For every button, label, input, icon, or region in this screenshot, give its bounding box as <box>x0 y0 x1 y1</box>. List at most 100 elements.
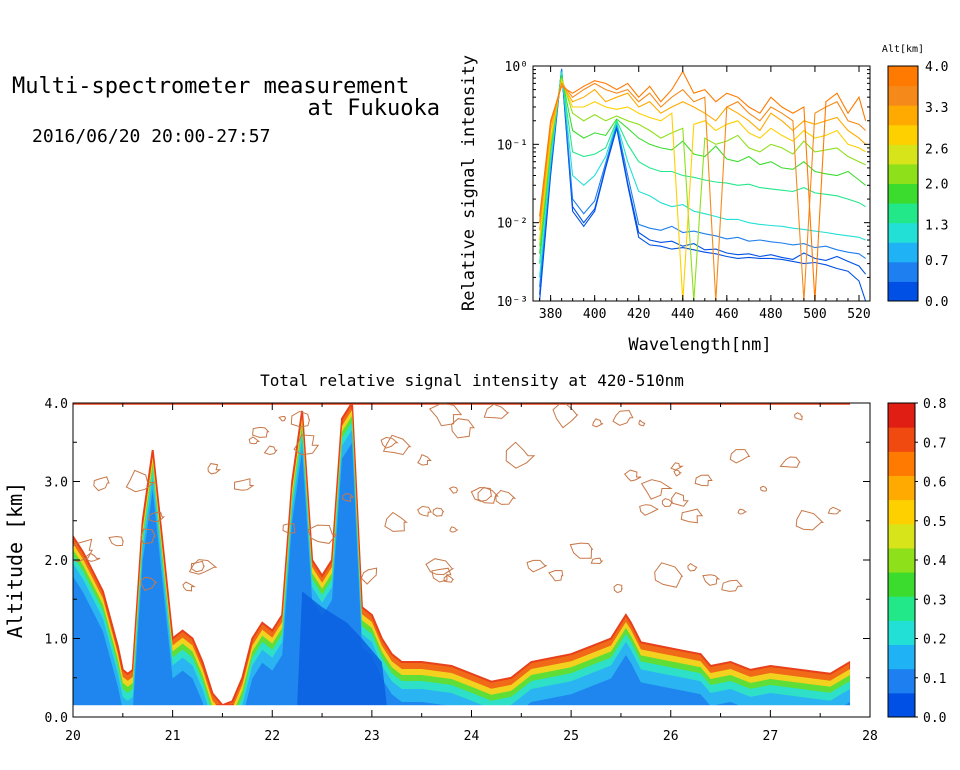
spectrum-series-line <box>539 75 866 254</box>
page-title-location: at Fukuoka <box>307 96 440 121</box>
cloud-contour <box>654 562 684 588</box>
cloud-contour <box>592 418 604 428</box>
intensity-colorbar-tick-label: 0.7 <box>923 436 946 451</box>
cloud-contour <box>729 449 751 464</box>
cloud-contour <box>794 412 803 421</box>
cloud-contour <box>148 511 166 523</box>
spectrum-series-line <box>539 71 866 278</box>
intensity-colorbar-swatch <box>888 547 915 573</box>
altitude-colorbar-swatch <box>888 66 918 87</box>
intensity-colorbar-swatch <box>888 692 915 718</box>
spectrum-plot-frame <box>532 65 871 302</box>
boundary-layer-band <box>73 410 851 713</box>
cloud-contour <box>737 508 748 515</box>
intensity-colorbar-tick-label: 0.8 <box>923 397 946 412</box>
altitude-colorbar-frame <box>887 65 919 302</box>
intensity-colorbar-tick-label: 0.6 <box>923 476 946 491</box>
altitude-colorbar-tick-label: 4.0 <box>925 60 948 75</box>
cloud-contour <box>108 535 124 547</box>
spectrum-series-line <box>539 78 866 301</box>
heatmap-x-tick-label: 20 <box>65 729 81 744</box>
cloud-contour <box>263 445 278 456</box>
altitude-colorbar-swatch <box>888 261 918 282</box>
heatmap-y-tick-label: 1.0 <box>45 633 68 648</box>
cloud-contour <box>360 567 378 585</box>
heatmap-y-axis-label: Altitude [km] <box>3 482 27 639</box>
cloud-contour <box>451 418 475 439</box>
dense-aerosol-core <box>297 591 387 706</box>
cloud-contour <box>252 426 270 438</box>
cloud-contour <box>548 569 564 582</box>
spectrum-series-line <box>539 77 866 301</box>
altitude-colorbar-swatch <box>888 281 918 302</box>
altitude-colorbar-swatch <box>888 203 918 224</box>
cloud-contour <box>569 542 594 559</box>
spectrum-y-tick-label: 10⁰ <box>505 60 528 75</box>
heatmap-y-tick-label: 4.0 <box>45 397 68 412</box>
cloud-contour <box>680 508 704 524</box>
cloud-contour <box>85 552 101 562</box>
altitude-colorbar-tick-label: 2.6 <box>925 142 948 157</box>
cloud-contour <box>613 583 623 594</box>
heatmap-x-tick-label: 26 <box>663 729 679 744</box>
cloud-contour <box>526 559 547 573</box>
cloud-contour <box>687 562 698 572</box>
altitude-colorbar-swatch <box>888 163 918 184</box>
cloud-contour <box>384 511 408 532</box>
cloud-contour <box>694 474 713 487</box>
intensity-colorbar-swatch <box>888 451 915 476</box>
heatmap-title: Total relative signal intensity at 420-5… <box>260 371 684 390</box>
intensity-colorbar-tick-label: 0.1 <box>923 672 946 687</box>
cloud-contour <box>760 485 768 492</box>
cloud-contour <box>623 469 642 482</box>
cloud-contour <box>382 434 412 456</box>
cloud-contour <box>431 567 452 583</box>
cloud-contour <box>140 576 158 592</box>
cloud-contour <box>638 419 646 427</box>
cloud-contour <box>248 436 261 445</box>
spectrum-x-tick-label: 420 <box>627 307 650 322</box>
cloud-contour <box>140 528 156 545</box>
cloud-contour <box>449 526 459 533</box>
heatmap-x-tick-label: 28 <box>862 729 878 744</box>
altitude-colorbar-label: Alt[km] <box>882 44 924 55</box>
cloud-contour <box>448 486 459 494</box>
altitude-colorbar-swatch <box>888 242 918 263</box>
heatmap-x-tick-label: 24 <box>464 729 480 744</box>
heatmap-x-tick-label: 27 <box>763 729 779 744</box>
altitude-colorbar-swatch <box>888 105 918 126</box>
intensity-colorbar-swatch <box>888 620 915 646</box>
heatmap-y-tick-label: 3.0 <box>45 476 68 491</box>
intensity-colorbar-tick-label: 0.0 <box>923 711 946 726</box>
cloud-contour <box>425 558 455 576</box>
cloud-contour <box>661 498 674 508</box>
spectrum-x-tick-label: 480 <box>759 307 782 322</box>
cloud-contour <box>505 441 536 469</box>
heatmap-x-tick-label: 21 <box>165 729 181 744</box>
cloud-contour <box>293 434 320 456</box>
cloud-contour <box>552 403 579 429</box>
cloud-contour <box>190 560 206 573</box>
cloud-contour <box>612 409 634 426</box>
cloud-contour <box>125 469 156 493</box>
spectrum-y-axis-label: Relative signal intensity <box>459 55 479 311</box>
spectrum-series-line <box>539 73 866 264</box>
spectrum-chart: 380 400 420 440 460 480 500 52010⁻³10⁻²10⁻¹10⁰ … <box>459 44 948 355</box>
cloud-contour <box>282 523 296 534</box>
altitude-colorbar-tick-label: 0.7 <box>925 254 948 269</box>
altitude-colorbar-swatch <box>888 85 918 106</box>
boundary-layer-core <box>73 443 851 717</box>
heatmap-axes: 20 21 22 23 24 25 26 27 28 0.0 1.0 2.0 3.0 4.0 <box>45 397 878 744</box>
altitude-colorbar-tick-label: 1.3 <box>925 219 948 234</box>
altitude-colorbar-swatch <box>888 183 918 204</box>
cloud-contour <box>93 476 110 492</box>
spectrum-series-line <box>539 70 867 301</box>
heatmap-x-tick-label: 25 <box>563 729 579 744</box>
intensity-colorbar-swatch <box>888 499 915 525</box>
cloud-contour <box>670 462 684 471</box>
cloud-contour <box>278 415 287 422</box>
cloud-contour <box>380 436 399 449</box>
boundary-layer-edge <box>73 403 852 707</box>
cloud-contour <box>477 486 499 504</box>
